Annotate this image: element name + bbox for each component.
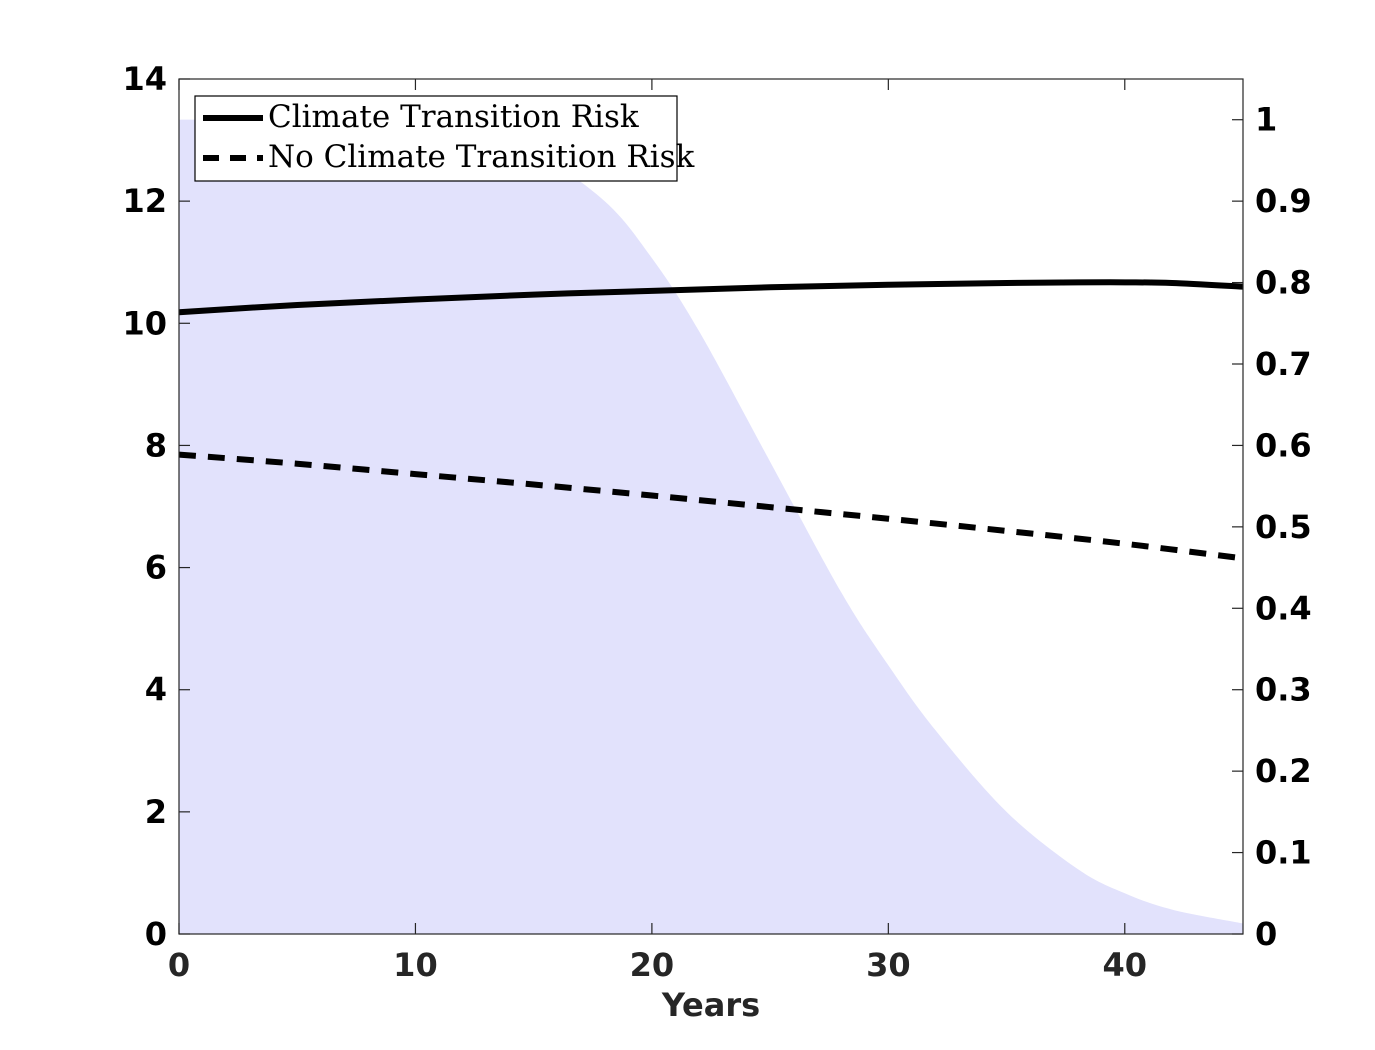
- y-right-tick-label: 0.9: [1255, 182, 1312, 220]
- x-tick-label: 30: [866, 946, 911, 984]
- x-tick-label: 20: [630, 946, 675, 984]
- legend-box: [194, 95, 678, 182]
- legend-label-climate-transition-risk: Climate Transition Risk: [268, 99, 639, 135]
- y-left-tick-label: 4: [145, 671, 167, 709]
- series-line-climate-transition-risk: [178, 279, 1244, 316]
- y-right-tick-label: 0: [1255, 915, 1277, 953]
- y-right-tick-label: 0.5: [1255, 508, 1312, 546]
- plot-frame: [178, 78, 1244, 935]
- y-left-tick-label: 2: [145, 793, 167, 831]
- y-left-tick-label: 12: [122, 182, 167, 220]
- legend-label-no-climate-transition-risk: No Climate Transition Risk: [268, 139, 695, 175]
- ticks-layer: [178, 78, 1243, 935]
- x-tick-label: 0: [168, 946, 190, 984]
- series-line-no-climate-transition-risk: [178, 451, 1244, 562]
- y-left-tick-label: 0: [145, 915, 167, 953]
- y-right-tick-label: 0.7: [1255, 345, 1312, 383]
- x-tick-label: 10: [393, 946, 438, 984]
- y-left-tick-label: 8: [145, 426, 167, 464]
- series-layer: [178, 279, 1244, 562]
- x-tick-label: 40: [1103, 946, 1148, 984]
- y-right-tick-label: 0.8: [1255, 264, 1312, 302]
- y-left-tick-label: 10: [122, 304, 167, 342]
- x-axis-label: Years: [661, 986, 760, 1024]
- probability-area: [179, 119, 1243, 934]
- probability-area-layer: [179, 119, 1243, 934]
- legend: Climate Transition Risk No Climate Trans…: [194, 95, 695, 182]
- y-right-tick-label: 0.6: [1255, 426, 1312, 464]
- y-right-tick-label: 0.4: [1255, 589, 1312, 627]
- y-right-tick-label: 1: [1255, 101, 1277, 139]
- y-right-tick-label: 0.1: [1255, 834, 1312, 872]
- y-right-tick-label: 0.2: [1255, 752, 1312, 790]
- tick-labels-layer: 0 10 20 30 40 0 2 4 6 8 10 12 14 0 0.1 0.2 0.3 0.4 0.5 0.6 0…: [122, 60, 1311, 984]
- y-left-tick-label: 6: [145, 549, 167, 587]
- y-left-tick-label: 14: [122, 60, 167, 98]
- y-right-tick-label: 0.3: [1255, 671, 1312, 709]
